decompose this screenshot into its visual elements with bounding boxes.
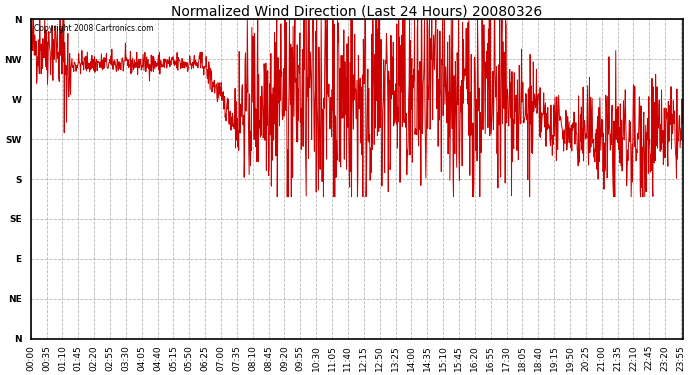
Title: Normalized Wind Direction (Last 24 Hours) 20080326: Normalized Wind Direction (Last 24 Hours… <box>171 4 542 18</box>
Text: Copyright 2008 Cartronics.com: Copyright 2008 Cartronics.com <box>34 24 153 33</box>
